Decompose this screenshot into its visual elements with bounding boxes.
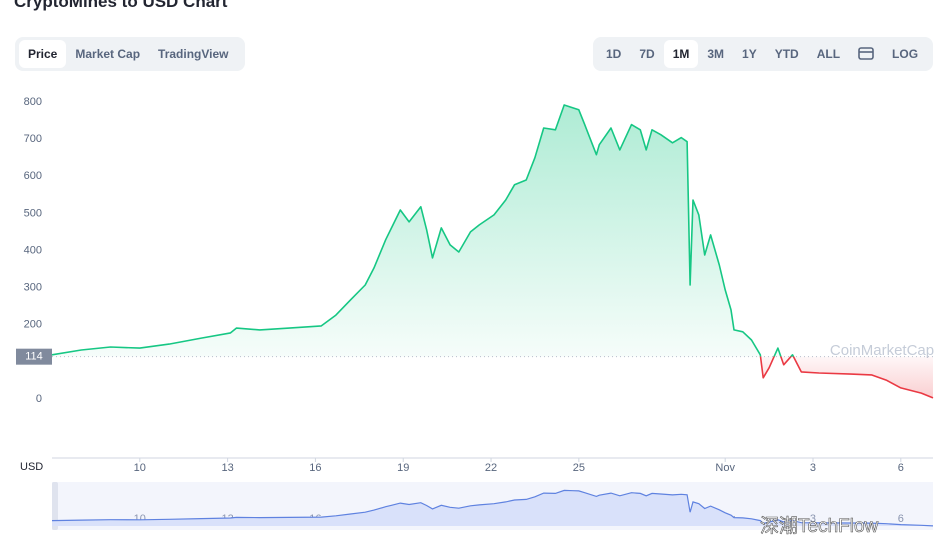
button[interactable]: LOG [892,47,919,61]
y-tick-label: 700 [24,133,42,145]
price-area [52,105,933,398]
y-tick-label: 300 [24,282,42,294]
button[interactable]: TradingView [158,47,229,61]
x-tick-label: 13 [221,462,233,474]
button[interactable]: 7D [639,47,655,61]
x-tick-label: Nov [715,462,735,474]
x-tick-label: 22 [485,462,497,474]
watermark: CoinMarketCap [830,342,934,359]
overlay-watermark: 深潮TechFlow [760,515,879,537]
button[interactable]: YTD [774,47,799,61]
button[interactable]: Market Cap [75,47,141,61]
x-tick-label: 16 [309,462,321,474]
y-tick-label: 500 [24,207,42,219]
y-tick-label: 600 [24,170,42,182]
y-tick-label: 200 [24,319,42,331]
navigator-tick-label: 6 [898,513,904,525]
button[interactable]: 1M [663,40,699,68]
navigator-area [52,490,933,526]
range-group: 1D 7D 1M 3M 1Y YTD ALL LOG [593,37,933,71]
chart-title: CryptoMines to USD Chart [14,0,228,11]
button[interactable]: 1Y [742,47,757,61]
x-tick-label: 10 [134,462,146,474]
calendar-icon [858,46,874,60]
x-tick-label: 3 [810,462,816,474]
navigator-handle[interactable] [52,482,58,530]
currency-label: USD [20,461,43,473]
y-tick-label: 800 [24,96,42,108]
x-tick-label: 25 [573,462,585,474]
x-tick-label: 6 [898,462,904,474]
button[interactable]: ALL [816,47,841,61]
baseline-label-bg [16,348,52,365]
navigator-line [51,489,934,527]
price-line [51,104,934,399]
button[interactable]: Price [19,40,67,68]
baseline-label: 114 [25,351,43,363]
y-tick-label: 0 [36,393,42,405]
calendar-button[interactable] [849,39,883,70]
button[interactable]: 1D [606,47,622,61]
y-tick-label: 400 [24,244,42,256]
x-tick-label: 19 [397,462,409,474]
navigator-tick-label: 3 [810,513,816,525]
tab-group: Price Market Cap TradingView [15,37,245,71]
button[interactable]: 3M [707,47,725,61]
